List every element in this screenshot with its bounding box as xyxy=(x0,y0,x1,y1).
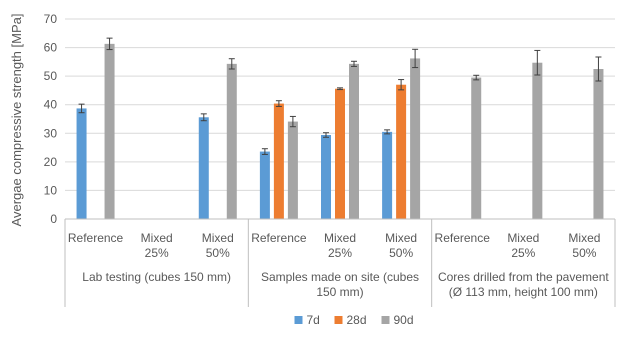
x-category-label: Reference xyxy=(435,231,491,245)
y-tick-label: 50 xyxy=(44,69,58,83)
bar-28d xyxy=(335,88,345,219)
bar-90d xyxy=(349,63,359,219)
x-category-label: Reference xyxy=(251,231,307,245)
y-axis-title: Avergae compressive strength [MPa] xyxy=(9,14,24,227)
bar-90d xyxy=(471,77,482,219)
y-tick-label: 30 xyxy=(44,126,58,140)
bars xyxy=(76,43,604,219)
bar-7d xyxy=(76,108,87,219)
bar-90d xyxy=(226,63,237,219)
y-tick-label: 60 xyxy=(44,41,58,55)
group-label: Samples made on site (cubes xyxy=(261,270,419,284)
bar-7d xyxy=(382,131,393,219)
legend-swatch-28d xyxy=(334,316,343,324)
bar-90d xyxy=(532,62,543,219)
x-category-label: Mixed xyxy=(324,231,356,245)
bar-90d xyxy=(410,58,421,219)
x-category-label: Mixed xyxy=(202,231,234,245)
x-category-label: 50% xyxy=(389,246,413,260)
x-category-label: 25% xyxy=(511,246,535,260)
bar-7d xyxy=(259,151,270,219)
x-category-label: 50% xyxy=(572,246,596,260)
y-tick-label: 20 xyxy=(44,155,58,169)
bar-90d xyxy=(287,121,298,219)
y-tick-label: 10 xyxy=(44,183,58,197)
bar-7d xyxy=(198,117,209,219)
legend-swatch-7d xyxy=(294,316,303,324)
x-category-label: Mixed xyxy=(141,231,173,245)
y-tick-label: 40 xyxy=(44,98,58,112)
x-category-label: Mixed xyxy=(507,231,539,245)
x-category-label: Reference xyxy=(68,231,124,245)
error-bars xyxy=(78,37,602,155)
x-category-label: 25% xyxy=(328,246,352,260)
bar-28d xyxy=(396,84,407,219)
x-category-label: 50% xyxy=(206,246,230,260)
bar-7d xyxy=(321,135,331,219)
x-category-label: Mixed xyxy=(385,231,417,245)
group-label: 150 mm) xyxy=(316,285,363,299)
group-label: Lab testing (cubes 150 mm) xyxy=(82,270,231,284)
group-label: Cores drilled from the pavement xyxy=(438,270,609,284)
legend: 7d 28d 90d xyxy=(294,313,414,327)
x-category-label: 25% xyxy=(145,246,169,260)
x-category-label: Mixed xyxy=(568,231,600,245)
bar-90d xyxy=(104,43,115,219)
bar-90d xyxy=(593,69,604,219)
legend-label: 90d xyxy=(394,313,414,327)
legend-swatch-90d xyxy=(381,316,390,324)
legend-label: 28d xyxy=(347,313,367,327)
bar-28d xyxy=(273,103,284,219)
y-tick-label: 70 xyxy=(44,12,58,26)
y-tick-label: 0 xyxy=(50,212,57,226)
group-label: (Ø 113 mm, height 100 mm) xyxy=(449,285,598,299)
legend-label: 7d xyxy=(307,313,320,327)
